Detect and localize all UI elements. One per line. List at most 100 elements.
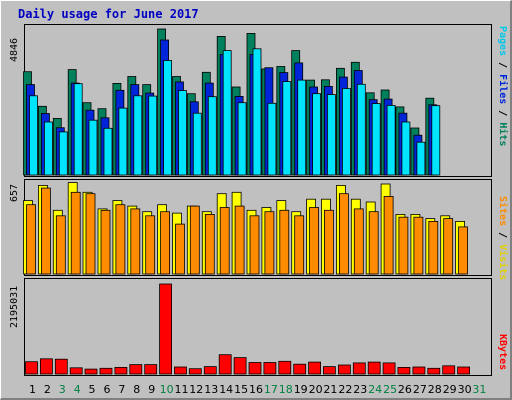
pages-bar — [73, 83, 83, 176]
kbytes-panel — [24, 278, 492, 376]
sites-bar — [443, 218, 454, 275]
kbytes-bar — [263, 362, 277, 375]
kbytes-bar — [382, 362, 396, 375]
kbytes-bar — [203, 366, 217, 375]
x-tick-label: 16 — [249, 383, 263, 396]
sites-bar — [234, 205, 245, 275]
kbytes-bar — [367, 361, 381, 375]
sites-bar — [264, 211, 275, 275]
kbytes-bar — [144, 364, 158, 375]
kbytes-bar — [427, 367, 441, 375]
pages-bar — [356, 83, 366, 176]
x-tick-label: 31 — [472, 383, 486, 396]
x-tick-label: 20 — [309, 383, 323, 396]
x-tick-label: 17 — [264, 383, 278, 396]
kbytes-bar — [278, 360, 292, 375]
kbytes-bar — [308, 361, 322, 375]
pages-bar — [192, 112, 202, 176]
kbytes-bar — [40, 358, 53, 375]
kbytes-bar — [114, 366, 128, 375]
sites-bar — [204, 213, 215, 275]
pages-bar — [401, 121, 411, 176]
kbytes-bar — [54, 358, 68, 375]
sites-bar — [100, 209, 111, 275]
x-tick-label: 2 — [44, 383, 51, 396]
x-tick-label: 18 — [279, 383, 293, 396]
pages-bar — [103, 127, 113, 176]
pages-bar — [163, 60, 173, 176]
kbytes-bar — [84, 368, 98, 375]
x-tick-label: 30 — [458, 383, 472, 396]
kbytes-bar — [25, 361, 38, 375]
sites-bar — [130, 208, 141, 275]
x-tick-label: 12 — [189, 383, 203, 396]
sites-bar — [55, 215, 66, 275]
x-tick-label: 7 — [118, 383, 125, 396]
pages-bar — [386, 105, 396, 176]
kbytes-bar — [129, 364, 143, 375]
pages-bar — [207, 96, 217, 176]
kbytes-bar — [233, 357, 247, 375]
sites-bar — [189, 205, 200, 275]
x-tick-label: 27 — [413, 383, 427, 396]
sites-bar — [323, 209, 334, 275]
kbytes-bar — [248, 362, 262, 375]
sites-bar — [145, 215, 156, 275]
x-tick-label: 19 — [294, 383, 308, 396]
pages-bar — [297, 79, 307, 176]
x-tick-label: 28 — [428, 383, 442, 396]
pages-bar — [282, 81, 292, 176]
sites-bar — [413, 216, 424, 275]
pages-bar — [29, 95, 38, 176]
kbytes-bar — [159, 283, 173, 375]
sites-bar — [279, 209, 290, 275]
x-tick-label: 25 — [383, 383, 397, 396]
pages-bar — [178, 90, 187, 176]
sites-bar — [428, 220, 439, 275]
x-tick-label: 11 — [175, 383, 189, 396]
sites-bar — [368, 211, 379, 275]
sites-bar — [85, 193, 96, 275]
x-tick-label: 24 — [368, 383, 382, 396]
x-tick-label: 5 — [89, 383, 96, 396]
kbytes-bar — [69, 367, 83, 375]
pages-bar — [148, 95, 158, 176]
x-tick-label: 8 — [133, 383, 140, 396]
sites-bar — [175, 223, 185, 275]
pages-bar — [222, 50, 232, 176]
sites-bar — [353, 208, 364, 275]
pages-bar — [237, 102, 247, 176]
kbytes-bar — [337, 364, 351, 375]
x-tick-label: 1 — [29, 383, 36, 396]
kbytes-bar — [293, 363, 307, 375]
kbytes-bar — [457, 366, 471, 375]
sites-bar — [41, 187, 51, 275]
pages-bar — [326, 94, 336, 176]
x-tick-label: 4 — [74, 383, 81, 396]
sites-bar — [294, 215, 305, 275]
pages-bar — [312, 93, 322, 176]
x-tick-label: 6 — [104, 383, 111, 396]
sites-bar — [115, 204, 126, 275]
kbytes-bar — [99, 367, 113, 375]
kbytes-bar — [174, 366, 187, 375]
pages-bar — [44, 121, 53, 176]
x-tick-label: 10 — [160, 383, 174, 396]
x-tick-label: 26 — [398, 383, 412, 396]
sites-bar — [398, 216, 409, 275]
sites-bar — [249, 215, 260, 275]
pages-bar — [88, 119, 98, 176]
sites-bar — [70, 191, 81, 275]
pages-bar — [416, 141, 426, 176]
sites-bar — [26, 204, 36, 275]
kbytes-bar — [188, 368, 202, 375]
kbytes-bar — [412, 366, 426, 375]
x-tick-label: 21 — [323, 383, 337, 396]
pages-bar — [118, 107, 128, 176]
kbytes-bar — [218, 354, 232, 375]
pages-bar — [267, 102, 277, 176]
sites-bar — [383, 195, 394, 275]
sites-bar — [458, 226, 469, 275]
sites-bar — [338, 193, 349, 275]
